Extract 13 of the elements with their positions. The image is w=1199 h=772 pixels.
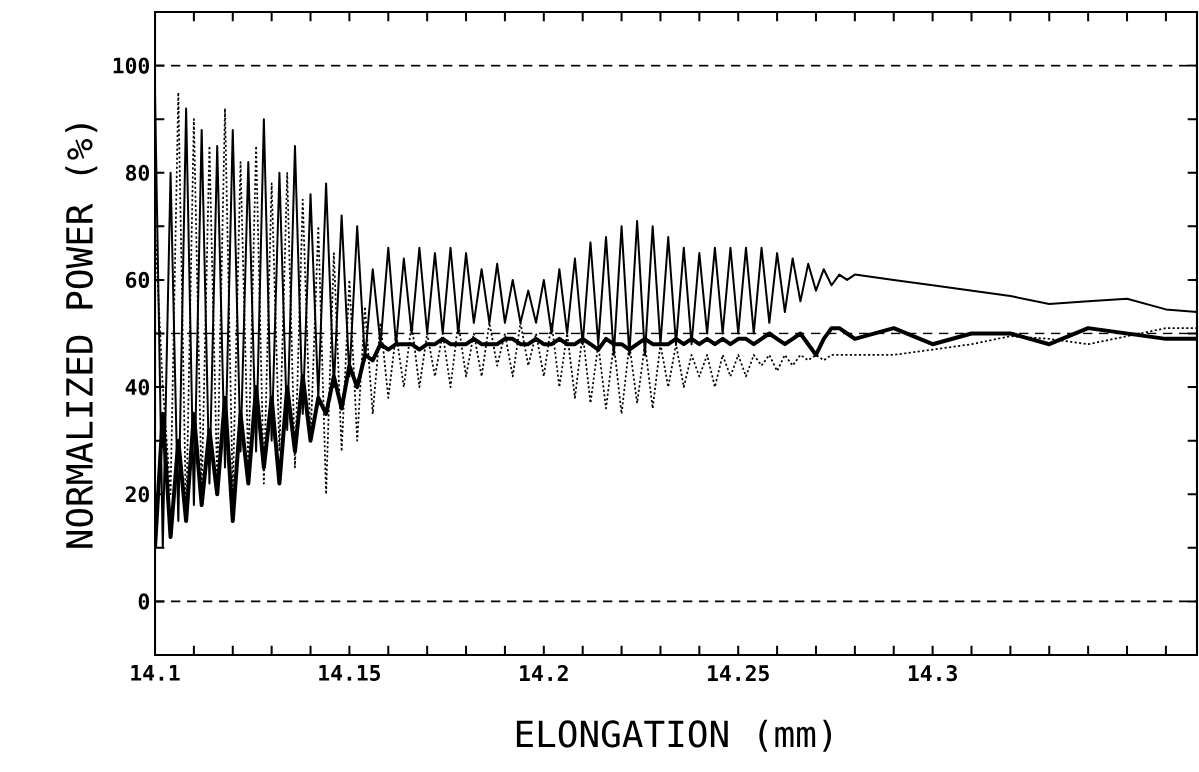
x-axis-title: ELONGATION (mm)	[516, 719, 832, 752]
y-tick-label: 40	[125, 379, 150, 396]
y-tick-label: 20	[125, 486, 150, 503]
x-tick-label: 14.1	[131, 665, 180, 681]
y-tick-label: 100	[113, 57, 150, 74]
x-tick-label: 14.25	[708, 665, 769, 682]
y-tick-label: 0	[138, 593, 150, 610]
x-tick-label: 14.2	[520, 665, 568, 681]
x-tick-label: 14.3	[908, 665, 957, 682]
y-tick-label: 80	[125, 164, 150, 181]
x-tick-label: 14.15	[319, 665, 381, 681]
y-axis-title: NORMALIZED POWER (%)	[65, 124, 98, 548]
y-tick-label: 60	[125, 271, 150, 288]
